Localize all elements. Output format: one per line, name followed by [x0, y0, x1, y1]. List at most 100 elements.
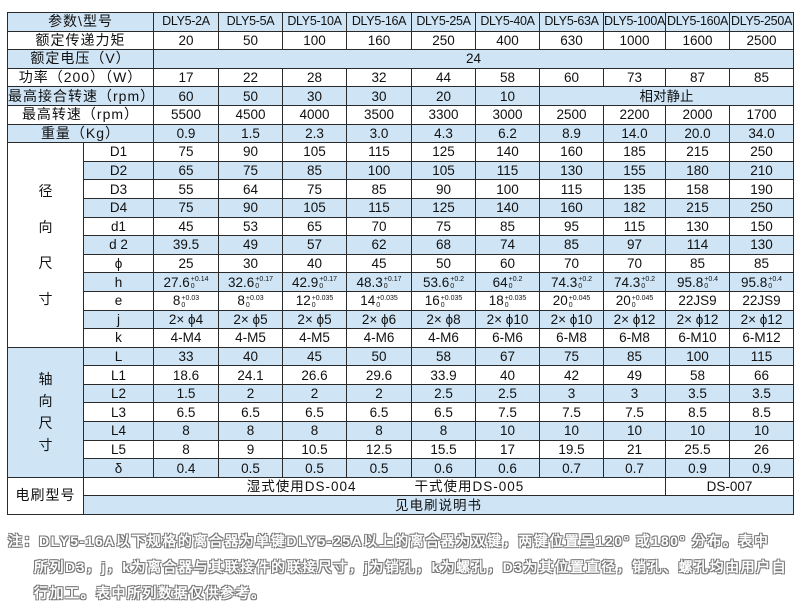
table-cell: 49 — [603, 365, 667, 385]
value-base: 74.3 — [550, 274, 578, 290]
tolerance: +0.17 0 — [384, 276, 402, 290]
group-label-char: 向 — [38, 393, 53, 410]
table-cell: 68 — [411, 235, 477, 255]
table-cell: 20 — [411, 86, 477, 106]
table-cell: 30 — [346, 86, 413, 106]
radial-group-label: 径向尺寸 — [7, 142, 84, 348]
table-cell: 0.9 — [153, 123, 220, 144]
value-base: 95.8 — [740, 274, 768, 290]
table-cell: 19.5 — [539, 439, 605, 460]
tolerance: +0.035 0 — [441, 295, 463, 309]
table-cell: 100 — [282, 30, 348, 51]
table-cell: 85 — [346, 179, 413, 199]
row-label: h — [82, 272, 155, 292]
table-cell: 17 — [475, 439, 541, 460]
table-cell: 21 — [603, 439, 667, 460]
table-cell: 215 — [665, 197, 731, 218]
torque-label: 额定传递力矩 — [6, 30, 155, 51]
table-cell: 2× ϕ12 — [603, 309, 667, 330]
tolerance-upper: +0.4 — [704, 276, 719, 284]
table-cell: 0.4 — [153, 458, 220, 478]
table-cell: 12.5 — [346, 439, 413, 460]
table-cell: 3.5 — [729, 383, 795, 404]
table-cell: 1700 — [729, 104, 795, 125]
table-cell: 97 — [603, 235, 667, 255]
table-cell: 250 — [729, 197, 795, 218]
table-cell: 10.5 — [282, 439, 348, 460]
model-header: DLY5-25A — [411, 12, 477, 32]
table-cell: 40 — [282, 253, 348, 274]
group-label-char: 寸 — [38, 437, 53, 454]
row-label: L4 — [82, 421, 155, 441]
value-base: 8 — [237, 293, 245, 309]
table-cell: 114 — [665, 235, 731, 255]
table-cell: 85 — [282, 160, 348, 181]
tolerance: +0.14 0 — [191, 276, 209, 290]
table-cell: 6-M6 — [475, 328, 541, 348]
model-header: DLY5-10A — [282, 12, 348, 32]
table-cell: 42.9 +0.17 0 — [282, 272, 348, 292]
table-cell: 6.2 — [475, 123, 541, 144]
table-cell: 64 +0.2 0 — [475, 272, 541, 292]
table-cell: 25.5 — [665, 439, 731, 460]
table-cell: 0.5 — [218, 458, 284, 478]
model-header: DLY5-5A — [218, 12, 284, 32]
tolerance-lower: 0 — [578, 283, 583, 291]
table-cell: 0.5 — [282, 458, 348, 478]
value-base: 12 — [295, 293, 311, 309]
relative-static-cell: 相对静止 — [539, 86, 795, 106]
value-base: 32.6 — [228, 274, 255, 290]
axial-row: L1 18.6 24.1 26.6 29.6 33.9 40 42 49 58 66 — [8, 365, 795, 385]
table-cell: 95 — [539, 216, 605, 237]
table-cell: 60 — [539, 67, 605, 88]
brush-wet-dry-cell: 湿式使用DS-004 干式使用DS-005 — [82, 476, 667, 497]
power-row: 功率（200）（W） 17 22 28 32 44 58 60 73 87 85 — [6, 67, 795, 88]
tolerance-upper: +0.03 — [181, 294, 200, 302]
tolerance-upper: +0.2 — [641, 276, 656, 284]
table-cell: 85 — [539, 235, 605, 255]
table-cell: 25 — [153, 253, 220, 274]
tolerance-lower: 0 — [311, 301, 316, 309]
table-cell: 250 — [411, 30, 477, 51]
value-base: 74.3 — [613, 274, 641, 290]
value-base: 48.3 — [356, 274, 383, 290]
table-cell: 115 — [346, 197, 413, 218]
table-cell: 140 — [475, 142, 541, 162]
table-cell: 65 — [153, 160, 220, 181]
group-label-char: 轴 — [38, 371, 53, 388]
table-cell: 70 — [603, 253, 667, 274]
table-cell: 10 — [475, 86, 541, 106]
table-cell: 155 — [603, 160, 667, 181]
radial-row: e 8 +0.03 0 8 +0.03 0 12 +0.035 0 14 +0.035 0 16 +0.03… — [8, 290, 795, 311]
tolerance-upper: +0.03 — [245, 294, 264, 302]
radial-row: D4 75 90 105 115 125 140 160 182 215 250 — [8, 197, 795, 218]
max-speed-row: 最高转速（rpm） 5500 4500 4000 3500 3300 3000 2500 220… — [6, 104, 795, 125]
table-cell: 20 +0.045 0 — [539, 290, 605, 311]
table-cell: 3 — [603, 383, 667, 404]
table-cell: 0.7 — [603, 458, 667, 478]
table-cell: 10 — [475, 421, 541, 441]
tolerance: +0.2 0 — [509, 276, 523, 290]
tolerance: +0.03 0 — [181, 295, 199, 309]
table-cell: 8.9 — [539, 123, 605, 144]
table-cell: 0.9 — [729, 458, 795, 478]
tolerance-upper: +0.035 — [311, 294, 334, 302]
tolerance-lower: 0 — [376, 301, 381, 309]
table-cell: 60 — [475, 253, 541, 274]
brush-label: 电刷型号 — [7, 476, 84, 516]
tolerance-upper: +0.17 — [319, 276, 338, 284]
footnote-line: 注：DLY5-16A以下规格的离合器为单键DLY5-25A以上的离合器为双键，两… — [8, 533, 770, 549]
radial-row: 径向尺寸 D1 75 90 105 115 125 140 160 185 215 250 — [7, 142, 795, 348]
row-label: L — [82, 346, 155, 367]
table-cell: 70 — [346, 216, 413, 237]
group-label-char: 尺 — [38, 415, 53, 432]
tolerance-lower: 0 — [255, 283, 260, 291]
table-cell: 85 — [729, 67, 795, 88]
table-cell: 62 — [346, 235, 413, 255]
table-cell: 130 — [665, 216, 731, 237]
table-cell: 4.3 — [411, 123, 477, 144]
weight-label: 重量（Kg） — [6, 123, 155, 144]
table-cell: 53.6 +0.2 0 — [411, 272, 477, 292]
row-label: D2 — [82, 160, 155, 181]
tolerance-lower: 0 — [508, 283, 513, 291]
